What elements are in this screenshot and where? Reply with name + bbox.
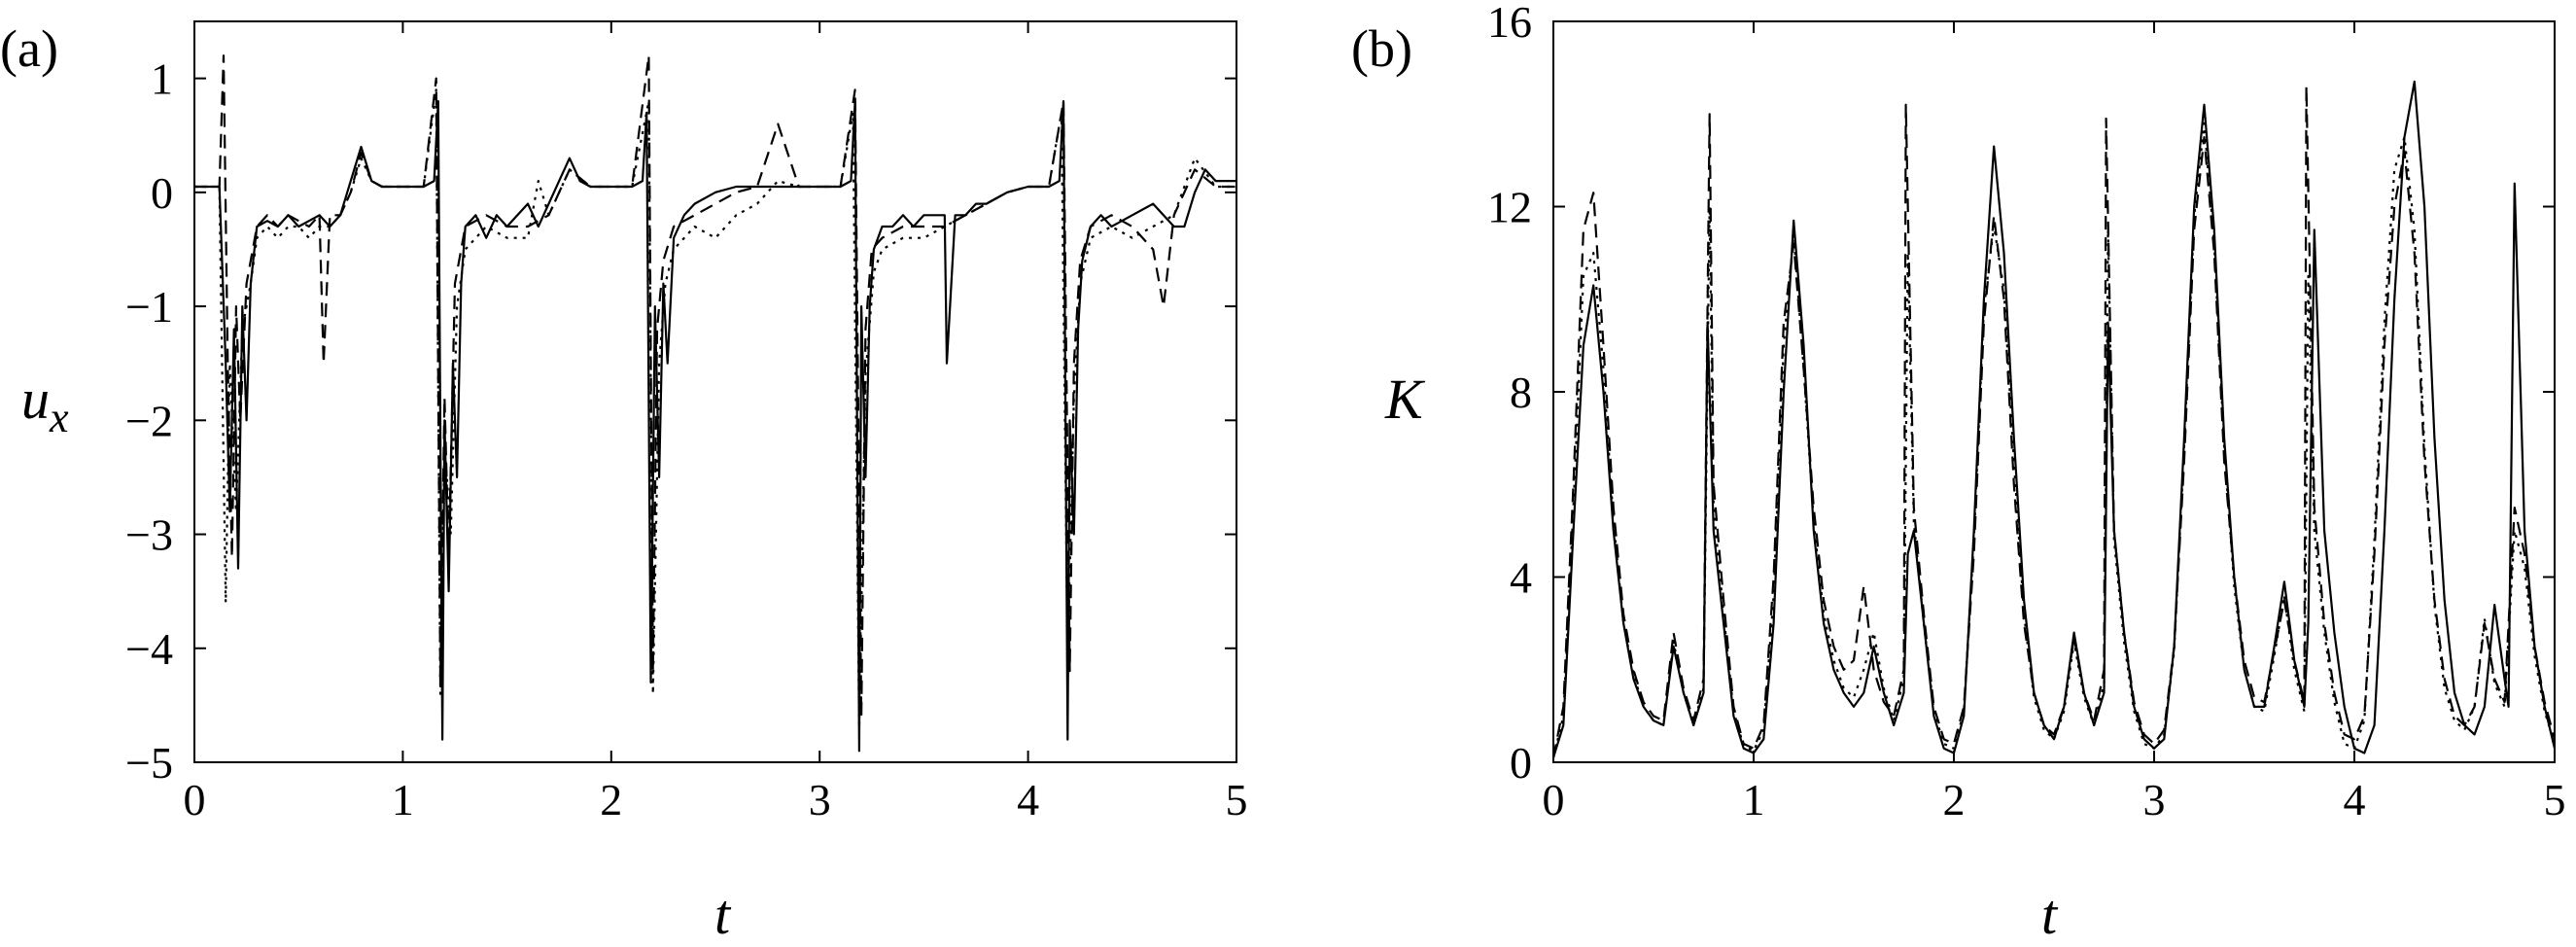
- y-tick-label-a: 0: [151, 168, 173, 218]
- y-axis-label-b: K: [1384, 368, 1426, 431]
- x-tick-label-a: 3: [809, 775, 831, 824]
- y-tick-label-b: 8: [1510, 368, 1532, 417]
- x-axis-label-b: t: [2041, 883, 2059, 946]
- y-tick-label-a: −3: [125, 510, 173, 560]
- y-tick-label-a: −1: [125, 282, 173, 332]
- panel-a: (a) ux t 0 1 2 3 4 5 1 0 −1 −2 −3 −4 −5: [0, 19, 1248, 946]
- x-tick-label-b: 0: [1543, 775, 1565, 824]
- y-tick-label-a: −4: [125, 624, 173, 674]
- x-tick-label-a: 5: [1226, 775, 1248, 824]
- x-tick-label-a: 0: [184, 775, 206, 824]
- series-line-b-dashed: [1553, 85, 2555, 758]
- x-axis-label-a: t: [714, 883, 732, 946]
- y-tick-label-b: 0: [1510, 738, 1532, 788]
- x-tick-label-b: 1: [1743, 775, 1765, 824]
- series-line-b-dotted: [1553, 122, 2555, 758]
- y-axis-label-a-subscript: x: [49, 394, 69, 441]
- series-line-a-dotted: [194, 88, 1236, 729]
- series-line-a-solid: [194, 100, 1236, 753]
- x-tick-label-a: 2: [600, 775, 622, 824]
- x-tick-label-a: 1: [392, 775, 414, 824]
- y-tick-label-a: −2: [125, 396, 173, 445]
- y-tick-label-a: −5: [125, 738, 173, 788]
- panel-label-b: (b): [1351, 19, 1412, 78]
- panel-label-a: (a): [0, 19, 58, 78]
- series-line-a-dashed: [194, 54, 1236, 719]
- y-tick-label-b: 12: [1487, 183, 1532, 232]
- y-axis-label-a: ux: [21, 368, 69, 441]
- x-tick-label-b: 3: [2143, 775, 2166, 824]
- y-tick-label-b: 16: [1487, 0, 1532, 47]
- plot-frame-a: [193, 20, 1237, 763]
- y-tick-label-a: 1: [151, 54, 173, 104]
- y-tick-label-b: 4: [1510, 553, 1532, 603]
- x-tick-label-a: 4: [1017, 775, 1039, 824]
- x-tick-label-b: 5: [2544, 775, 2566, 824]
- series-line-b-solid: [1553, 80, 2555, 758]
- x-tick-label-b: 2: [1943, 775, 1966, 824]
- x-tick-label-b: 4: [2344, 775, 2366, 824]
- y-axis-label-a-main: u: [21, 368, 50, 431]
